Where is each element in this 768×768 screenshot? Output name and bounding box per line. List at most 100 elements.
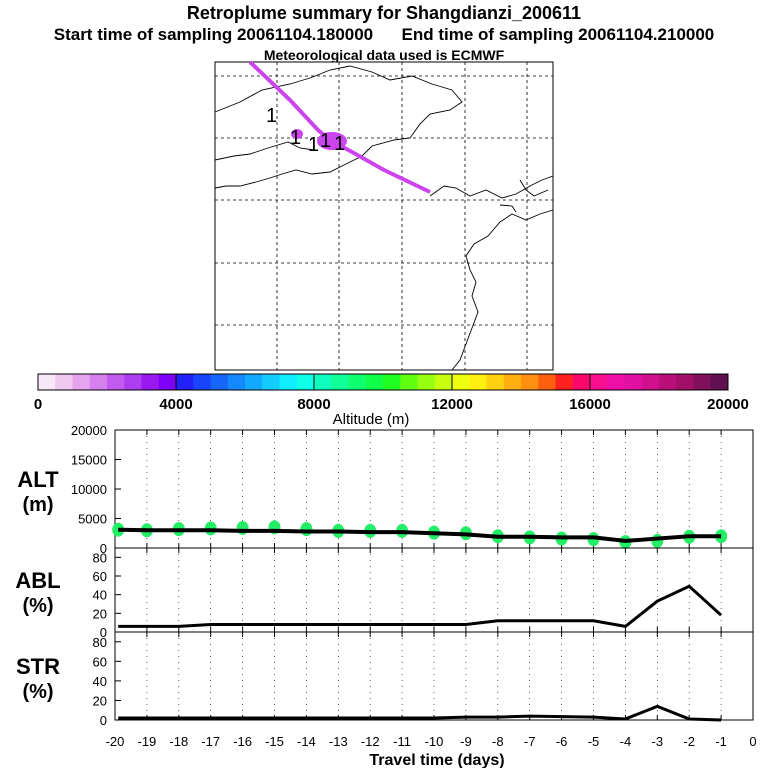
x-tick-label: -5 — [588, 734, 600, 749]
map-number-label: 1 — [308, 134, 319, 156]
y-tick-label: 0 — [100, 541, 107, 556]
colorbar-swatch — [348, 374, 367, 390]
panel-label: ABL — [15, 568, 60, 593]
colorbar-swatch — [279, 374, 298, 390]
map-number-labels: 11 1 1 1 — [266, 105, 345, 156]
series-line — [118, 704, 722, 722]
y-tick-label: 20 — [93, 693, 107, 708]
colorbar-swatch — [452, 374, 470, 390]
met-data-note: Meteorological data used is ECMWF — [263, 47, 505, 63]
colorbar-swatch — [383, 374, 401, 390]
colorbar-swatch — [590, 374, 608, 390]
colorbar-tick-label: 12000 — [431, 396, 473, 413]
colorbar-swatch — [710, 374, 729, 390]
x-tick-label: -11 — [393, 734, 411, 749]
map-number-label: 1 — [290, 127, 301, 149]
x-tick-label: -2 — [683, 734, 695, 749]
colorbar-swatch — [434, 374, 453, 390]
x-tick-label: -1 — [715, 734, 727, 749]
panel-label: ALT — [17, 467, 59, 492]
colorbar-swatch — [210, 374, 229, 390]
x-axis: -20 -19 -18 -17 -16 -15 -14 -13 -12 -11 -10 -9 -8 -7-… — [106, 734, 757, 768]
colorbar-swatch — [365, 374, 384, 390]
panel-unit: (%) — [22, 595, 53, 617]
colorbar-swatch — [89, 374, 108, 390]
panel-alt: 20000 15000 10000 5000 0 ALT(m) — [17, 423, 754, 556]
colorbar-swatch — [676, 374, 694, 390]
chart-title: Retroplume summary for Shangdianzi_20061… — [186, 3, 582, 23]
colorbar-swatch — [55, 374, 73, 390]
x-tick-label: -7 — [524, 734, 536, 749]
colorbar: 0 4000 8000 12000 16000 20000 — [34, 373, 749, 413]
y-tick-label: 40 — [93, 674, 107, 689]
colorbar-swatch — [400, 374, 418, 390]
map-panel: 11 1 1 1 — [214, 60, 554, 371]
x-tick-label: -10 — [425, 734, 444, 749]
y-tick-label: 15000 — [71, 453, 107, 468]
colorbar-swatch — [641, 374, 660, 390]
panel-str: 80 60 40 20 0 STR(%) — [16, 631, 754, 728]
x-tick-label: -17 — [201, 734, 220, 749]
colorbar-swatch — [607, 374, 625, 390]
colorbar-swatch — [176, 374, 194, 390]
colorbar-swatch — [503, 374, 522, 390]
y-tick-label: 0 — [100, 625, 107, 640]
x-tick-label: -8 — [492, 734, 504, 749]
colorbar-swatch — [693, 374, 712, 390]
y-tick-label: 80 — [93, 635, 107, 650]
colorbar-swatch — [72, 374, 91, 390]
colorbar-swatch — [262, 374, 280, 390]
colorbar-swatch — [38, 374, 56, 390]
series-line — [118, 584, 723, 628]
panel-label: STR — [16, 654, 60, 679]
series-line — [118, 527, 722, 543]
x-tick-label: 0 — [749, 734, 756, 749]
colorbar-swatch — [193, 374, 211, 390]
colorbar-swatch — [296, 374, 315, 390]
x-tick-label: -18 — [169, 734, 188, 749]
colorbar-swatch — [417, 374, 436, 390]
plume-blob — [291, 129, 303, 139]
x-tick-label: -9 — [460, 734, 472, 749]
y-tick-label: 60 — [93, 654, 107, 669]
colorbar-swatch — [659, 374, 677, 390]
colorbar-swatch — [314, 374, 332, 390]
map-number-label: 1 — [320, 130, 331, 152]
x-tick-label: -12 — [361, 734, 380, 749]
colorbar-tick-label: 4000 — [159, 396, 192, 413]
colorbar-swatch — [331, 374, 349, 390]
colorbar-swatch — [469, 374, 487, 390]
x-tick-label: -3 — [652, 734, 664, 749]
y-tick-label: 60 — [93, 569, 107, 584]
start-time: Start time of sampling 20061104.180000 — [53, 25, 374, 44]
colorbar-swatch — [486, 374, 505, 390]
colorbar-swatch — [572, 374, 591, 390]
colorbar-tick-label: 20000 — [707, 396, 749, 413]
map-number-label: 1 — [334, 133, 345, 155]
x-tick-label: -6 — [556, 734, 568, 749]
map-number-label: 1 — [266, 105, 277, 127]
colorbar-swatch — [521, 374, 539, 390]
colorbar-tick-label: 0 — [34, 396, 42, 413]
x-tick-label: -16 — [233, 734, 252, 749]
colorbar-swatch — [555, 374, 574, 390]
colorbar-swatch — [227, 374, 246, 390]
map-graticule — [215, 62, 553, 370]
colorbar-swatch — [245, 374, 263, 390]
end-time: End time of sampling 20061104.210000 — [401, 25, 715, 44]
panel-unit: (m) — [22, 494, 53, 516]
x-axis-label: Travel time (days) — [369, 752, 504, 768]
plume-trajectory — [248, 60, 431, 194]
colorbar-swatch — [124, 374, 142, 390]
map-frame — [214, 61, 554, 371]
x-tick-label: -14 — [297, 734, 316, 749]
x-tick-label: -15 — [265, 734, 284, 749]
colorbar-swatch — [624, 374, 643, 390]
y-tick-label: 40 — [93, 588, 107, 603]
sampling-times: Start time of sampling 20061104.180000 E… — [0, 25, 768, 45]
colorbar-swatch — [158, 374, 177, 390]
map-coastlines — [214, 65, 554, 371]
colorbar-tick-label: 8000 — [297, 396, 330, 413]
data-point — [651, 533, 664, 548]
